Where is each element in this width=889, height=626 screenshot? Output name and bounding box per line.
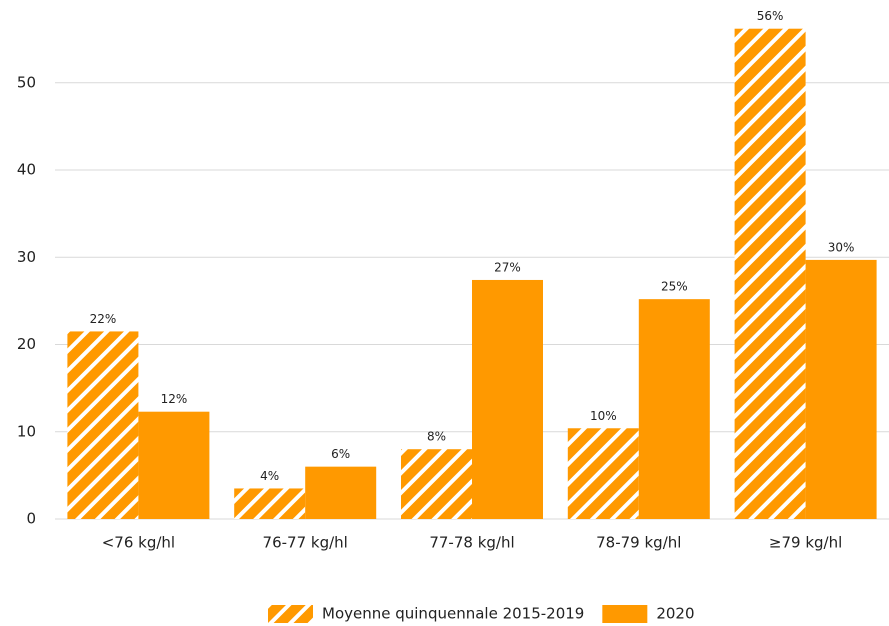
x-tick-label: 76-77 kg/hl	[263, 534, 348, 552]
value-label: 56%	[757, 9, 784, 23]
bar	[805, 259, 877, 519]
value-label: 27%	[494, 260, 521, 274]
value-label: 4%	[260, 469, 279, 483]
legend-swatch	[602, 605, 648, 623]
bar	[234, 488, 306, 519]
y-tick-label: 0	[26, 510, 36, 528]
value-label: 10%	[590, 409, 617, 423]
y-tick-label: 10	[17, 422, 36, 440]
value-label: 8%	[427, 430, 446, 444]
bar	[472, 279, 543, 519]
bar	[638, 299, 710, 519]
legend-swatch	[268, 605, 313, 623]
value-label: 25%	[661, 280, 688, 294]
bar	[401, 449, 472, 519]
value-label: 6%	[331, 447, 350, 461]
x-tick-label: <76 kg/hl	[102, 534, 175, 552]
bar	[67, 331, 139, 519]
y-tick-label: 30	[17, 248, 36, 266]
bar	[567, 428, 639, 519]
x-tick-label: ≥79 kg/hl	[769, 534, 842, 552]
value-label: 30%	[828, 240, 855, 254]
bar	[734, 28, 806, 519]
bar	[138, 411, 210, 519]
legend-label: 2020	[656, 605, 694, 623]
bar	[305, 466, 377, 519]
value-label: 12%	[161, 392, 188, 406]
legend-label: Moyenne quinquennale 2015-2019	[322, 605, 584, 623]
y-tick-label: 40	[17, 161, 36, 179]
value-label: 22%	[90, 312, 117, 326]
y-tick-label: 50	[17, 73, 36, 91]
x-tick-label: 78-79 kg/hl	[596, 534, 681, 552]
x-tick-label: 77-78 kg/hl	[429, 534, 514, 552]
y-tick-label: 20	[17, 335, 36, 353]
